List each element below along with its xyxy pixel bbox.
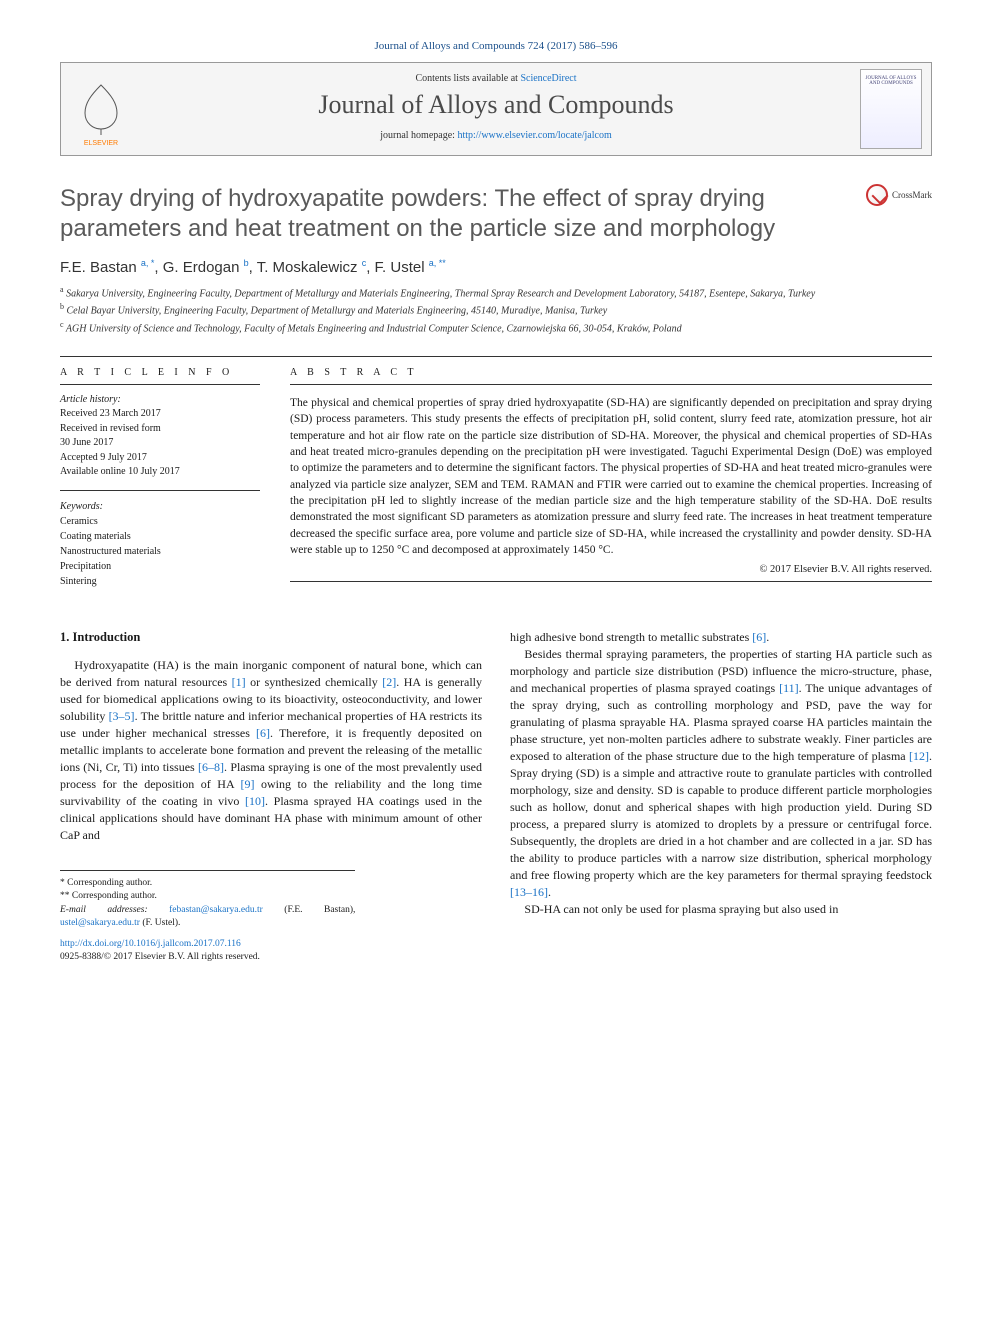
- body-paragraph: Hydroxyapatite (HA) is the main inorgani…: [60, 657, 482, 844]
- author-list: F.E. Bastan a, *, G. Erdogan b, T. Moska…: [60, 258, 932, 276]
- citation-ref[interactable]: [3–5]: [109, 709, 135, 723]
- journal-header: ELSEVIER Contents lists available at Sci…: [60, 62, 932, 156]
- publisher-logo-cell: ELSEVIER: [61, 63, 141, 155]
- article-info-heading: A R T I C L E I N F O: [60, 357, 260, 385]
- journal-homepage-link[interactable]: http://www.elsevier.com/locate/jalcom: [457, 130, 611, 141]
- body-paragraph: Besides thermal spraying parameters, the…: [510, 646, 932, 901]
- issn-copyright-line: 0925-8388/© 2017 Elsevier B.V. All right…: [60, 952, 260, 962]
- citation-ref[interactable]: [6–8]: [198, 760, 224, 774]
- intro-heading: 1. Introduction: [60, 629, 482, 647]
- keywords-label: Keywords:: [60, 499, 260, 514]
- citation-ref[interactable]: [9]: [240, 777, 254, 791]
- crossmark-label: CrossMark: [892, 190, 932, 200]
- article-title: Spray drying of hydroxyapatite powders: …: [60, 184, 854, 244]
- keyword-line: Precipitation: [60, 559, 260, 574]
- citation-ref[interactable]: [6]: [752, 630, 766, 644]
- journal-cover-cell: JOURNAL OF ALLOYS AND COMPOUNDS: [851, 63, 931, 155]
- email-link-1[interactable]: febastan@sakarya.edu.tr: [169, 905, 263, 915]
- abstract-column: A B S T R A C T The physical and chemica…: [290, 357, 932, 589]
- affiliation-line: a Sakarya University, Engineering Facult…: [60, 284, 932, 301]
- article-history-label: Article history:: [60, 393, 260, 408]
- history-line: 30 June 2017: [60, 436, 260, 451]
- corresponding-author-block: * Corresponding author. ** Corresponding…: [60, 870, 355, 930]
- citation-ref[interactable]: [13–16]: [510, 885, 548, 899]
- citation-ref[interactable]: [2]: [382, 675, 396, 689]
- journal-ref-link[interactable]: Journal of Alloys and Compounds 724 (201…: [375, 40, 618, 52]
- keyword-line: Nanostructured materials: [60, 544, 260, 559]
- keyword-line: Sintering: [60, 574, 260, 589]
- sciencedirect-link[interactable]: ScienceDirect: [520, 73, 576, 84]
- body-paragraph: SD-HA can not only be used for plasma sp…: [510, 901, 932, 918]
- body-column-right: high adhesive bond strength to metallic …: [510, 629, 932, 930]
- abstract-copyright: © 2017 Elsevier B.V. All rights reserved…: [290, 564, 932, 575]
- doi-link[interactable]: http://dx.doi.org/10.1016/j.jallcom.2017…: [60, 939, 241, 949]
- crossmark-icon: [866, 184, 888, 206]
- keyword-line: Ceramics: [60, 514, 260, 529]
- elsevier-tree-icon: ELSEVIER: [71, 77, 131, 147]
- journal-name: Journal of Alloys and Compounds: [149, 90, 843, 120]
- abstract-heading: A B S T R A C T: [290, 357, 932, 385]
- body-column-left: 1. Introduction Hydroxyapatite (HA) is t…: [60, 629, 482, 930]
- email-link-2[interactable]: ustel@sakarya.edu.tr: [60, 918, 140, 928]
- page-footer: http://dx.doi.org/10.1016/j.jallcom.2017…: [60, 938, 932, 964]
- contents-available-line: Contents lists available at ScienceDirec…: [149, 73, 843, 84]
- affiliation-line: c AGH University of Science and Technolo…: [60, 319, 932, 336]
- crossmark-badge[interactable]: CrossMark: [866, 184, 932, 206]
- citation-ref[interactable]: [1]: [232, 675, 246, 689]
- citation-ref[interactable]: [12]: [909, 749, 929, 763]
- divider: [290, 581, 932, 582]
- history-line: Received 23 March 2017: [60, 407, 260, 422]
- journal-cover-thumb: JOURNAL OF ALLOYS AND COMPOUNDS: [860, 69, 922, 149]
- elsevier-label: ELSEVIER: [84, 140, 118, 147]
- history-line: Received in revised form: [60, 422, 260, 437]
- body-paragraph: high adhesive bond strength to metallic …: [510, 629, 932, 646]
- corresponding-line-1: * Corresponding author.: [60, 877, 355, 890]
- keyword-line: Coating materials: [60, 529, 260, 544]
- journal-homepage-line: journal homepage: http://www.elsevier.co…: [149, 130, 843, 141]
- citation-ref[interactable]: [6]: [256, 726, 270, 740]
- citation-ref[interactable]: [10]: [245, 794, 265, 808]
- article-info-column: A R T I C L E I N F O Article history: R…: [60, 357, 260, 589]
- citation-ref[interactable]: [11]: [779, 681, 799, 695]
- affiliation-line: b Celal Bayar University, Engineering Fa…: [60, 301, 932, 318]
- corresponding-emails: E-mail addresses: febastan@sakarya.edu.t…: [60, 904, 355, 931]
- abstract-text: The physical and chemical properties of …: [290, 395, 932, 558]
- corresponding-line-2: ** Corresponding author.: [60, 890, 355, 903]
- history-line: Accepted 9 July 2017: [60, 451, 260, 466]
- journal-reference: Journal of Alloys and Compounds 724 (201…: [60, 40, 932, 52]
- affiliations: a Sakarya University, Engineering Facult…: [60, 284, 932, 336]
- history-line: Available online 10 July 2017: [60, 465, 260, 480]
